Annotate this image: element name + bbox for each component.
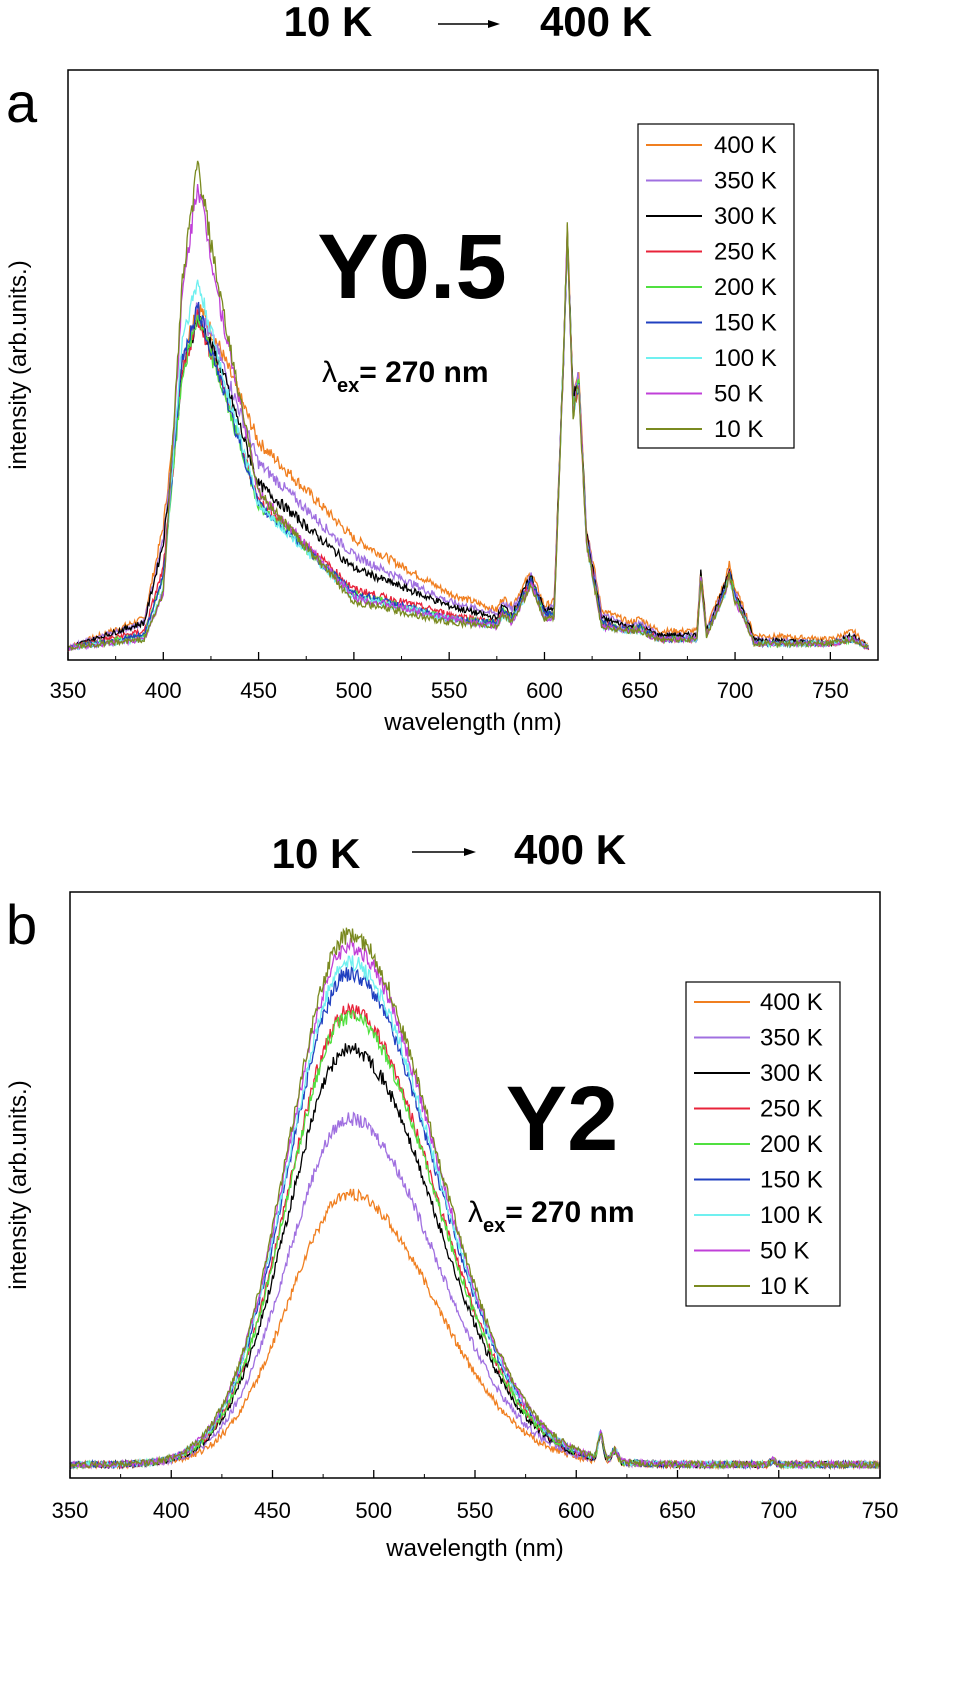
panel-a-xlabel: wavelength (nm) [383,709,561,736]
panel-b-legend-label: 50 K [760,1238,809,1265]
panel-b-xtick-label-750: 750 [862,1498,899,1523]
panel-a-legend-label: 150 K [714,310,777,337]
panel-b-legend-label: 10 K [760,1273,809,1300]
panel-a-ylabel: intensity (arb.units.) [5,260,32,469]
panel-a-series-10k [67,160,869,652]
panel-a-xtick-label-750: 750 [812,678,849,703]
panel-a-xtick-label-500: 500 [336,678,373,703]
panel-b-xtick-label-400: 400 [153,1498,190,1523]
panel-b-legend-label: 100 K [760,1202,823,1229]
panel-a-letter: a [6,71,38,134]
panel-b-xtick-label-550: 550 [457,1498,494,1523]
panel-b-series-group [69,927,881,1471]
panel-a-legend: 400 K 350 K 300 K 250 K 200 K 150 K 100 K 50 K 1… [646,132,777,443]
panel-b-excitation-value: = 270 nm [505,1196,634,1229]
panel-a-series-150k [67,235,869,651]
panel-b-excitation: λex= 270 nm [468,1196,635,1237]
panel-a-excitation-sub: ex [337,375,359,397]
panel-b-legend: 400 K 350 K 300 K 250 K 200 K 150 K 100 K 50 K 1… [694,989,823,1300]
panel-b-letter: b [6,893,37,956]
panel-b-legend-label: 400 K [760,989,823,1016]
panel-b-x-axis: 350 400 450 500 550 600 650 700 750 [52,1470,899,1523]
panel-a-excitation: λex= 270 nm [322,356,489,397]
panel-b-header-to: 400 K [514,826,626,873]
panel-b-legend-label: 300 K [760,1060,823,1087]
panel-a-series-50k [67,184,869,651]
panel-b-xtick-label-650: 650 [659,1498,696,1523]
panel-a-legend-label: 400 K [714,132,777,159]
panel-b-xlabel: wavelength (nm) [385,1535,563,1562]
panel-b-excitation-sub: ex [483,1215,505,1237]
panel-a-legend-label: 350 K [714,168,777,195]
panel-a-legend-label: 200 K [714,274,777,301]
panel-a-legend-label: 10 K [714,416,763,443]
panel-a-xtick-label-550: 550 [431,678,468,703]
panel-b-header-arrow-head [464,848,476,856]
panel-a-legend-label: 100 K [714,345,777,372]
panel-b-xtick-label-500: 500 [355,1498,392,1523]
panel-b-series-10k [69,927,881,1471]
panel-a-xtick-label-650: 650 [621,678,658,703]
panel-a-plot-frame [67,69,879,661]
panel-b-series-50k [69,937,881,1471]
panel-a-xtick-label-350: 350 [50,678,87,703]
panel-a-lambda-symbol: λ [322,356,337,389]
panel-b-sample-label: Y2 [506,1068,619,1170]
panel-b-legend-label: 200 K [760,1131,823,1158]
panel-a-sample-label: Y0.5 [317,216,506,318]
panel-b-legend-label: 150 K [760,1167,823,1194]
panel-a-header-arrow-head [488,20,500,28]
panel-b-legend-label: 350 K [760,1025,823,1052]
panel-a-series-400k [67,241,870,651]
panel-b-lambda-symbol: λ [468,1196,483,1229]
panel-b: 10 K 400 K b 350 400 450 500 550 600 650 700 750… [5,826,898,1562]
panel-a-xtick-label-400: 400 [145,678,182,703]
panel-b-xtick-label-350: 350 [52,1498,89,1523]
panel-b-xtick-label-600: 600 [558,1498,595,1523]
panel-a: 10 K 400 K a 350 400 450 500 550 600 650 700 750… [5,0,879,736]
panel-b-header-from: 10 K [272,830,361,877]
panel-b-xtick-label-450: 450 [254,1498,291,1523]
panel-a-xtick-label-700: 700 [717,678,754,703]
panel-b-xtick-label-700: 700 [760,1498,797,1523]
panel-b-legend-label: 250 K [760,1096,823,1123]
panel-a-series-group [67,160,870,652]
panel-a-xtick-label-450: 450 [240,678,277,703]
panel-a-header-to: 400 K [540,0,652,45]
panel-a-excitation-value: = 270 nm [359,356,488,389]
panel-a-legend-label: 250 K [714,239,777,266]
panel-a-header-from: 10 K [284,0,373,45]
panel-a-legend-label: 300 K [714,203,777,230]
panel-a-xtick-label-600: 600 [526,678,563,703]
panel-a-x-axis: 350 400 450 500 550 600 650 700 750 [50,652,849,703]
panel-b-ylabel: intensity (arb.units.) [5,1080,32,1289]
panel-a-legend-label: 50 K [714,381,763,408]
